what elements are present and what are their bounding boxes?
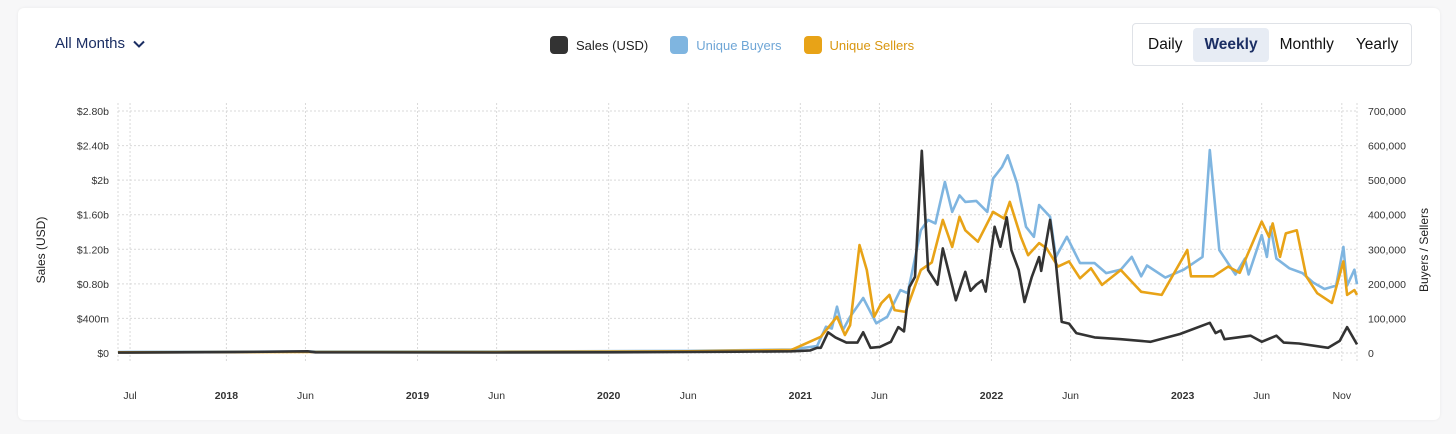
x-tick-label: 2019 — [406, 390, 430, 402]
y-left-tick-label: $1.60b — [77, 210, 109, 222]
x-tick-label: Jun — [1253, 390, 1270, 402]
y-right-tick-label: 400,000 — [1368, 210, 1406, 222]
x-tick-label: Nov — [1332, 390, 1351, 402]
y-right-tick-label: 500,000 — [1368, 175, 1406, 187]
legend-label: Sales (USD) — [576, 37, 649, 53]
sellers-line — [117, 200, 1359, 354]
y-right-tick-label: 200,000 — [1368, 279, 1406, 291]
buyers-swatch — [670, 36, 689, 54]
x-tick-label: Jun — [680, 390, 697, 402]
legend-item-buyers[interactable]: Unique Buyers — [670, 36, 782, 54]
interval-toggle: Daily Weekly Monthly Yearly — [1132, 23, 1412, 66]
interval-weekly[interactable]: Weekly — [1193, 27, 1269, 62]
y-right-tick-label: 700,000 — [1368, 106, 1406, 118]
x-tick-label: Jun — [871, 390, 888, 402]
x-tick-label: 2020 — [597, 390, 621, 402]
sales-line — [117, 149, 1359, 354]
x-tick-label: 2021 — [789, 390, 813, 402]
x-tick-label: 2022 — [980, 390, 1004, 402]
chevron-down-icon — [133, 40, 145, 48]
y-right-tick-label: 600,000 — [1368, 141, 1406, 153]
legend-label: Unique Buyers — [696, 37, 782, 53]
x-tick-label: 2018 — [215, 390, 239, 402]
y-right-tick-label: 0 — [1368, 348, 1374, 360]
y-left-title: Sales (USD) — [34, 217, 48, 284]
y-left-tick-label: $400m — [77, 313, 109, 325]
interval-daily[interactable]: Daily — [1148, 35, 1183, 53]
legend-label: Unique Sellers — [829, 37, 915, 53]
y-left-tick-label: $2.40b — [77, 141, 109, 153]
y-left-tick-label: $0.80b — [77, 279, 109, 291]
legend-item-sellers[interactable]: Unique Sellers — [803, 36, 915, 54]
x-tick-label: Jul — [123, 390, 136, 402]
y-left-tick-label: $2b — [91, 175, 109, 187]
interval-monthly[interactable]: Monthly — [1279, 35, 1334, 53]
x-tick-label: Jun — [1062, 390, 1079, 402]
y-left-tick-label: $2.80b — [77, 106, 109, 118]
x-tick-label: 2023 — [1171, 390, 1195, 402]
y-left-tick-label: $1.20b — [77, 244, 109, 256]
interval-yearly[interactable]: Yearly — [1355, 35, 1399, 53]
y-right-tick-label: 300,000 — [1368, 244, 1406, 256]
period-selector-label: All Months — [55, 35, 126, 52]
legend-item-sales[interactable]: Sales (USD) — [550, 36, 648, 54]
sellers-swatch — [803, 36, 822, 54]
y-right-title: Buyers / Sellers — [1417, 208, 1431, 292]
y-left-tick-label: $0 — [97, 348, 109, 360]
legend: Sales (USD) Unique Buyers Unique Sellers — [550, 36, 914, 54]
period-selector[interactable]: All Months — [55, 35, 145, 52]
x-tick-label: Jun — [488, 390, 505, 402]
sales-swatch — [550, 36, 568, 54]
y-right-tick-label: 100,000 — [1368, 313, 1406, 325]
x-tick-label: Jun — [297, 390, 314, 402]
